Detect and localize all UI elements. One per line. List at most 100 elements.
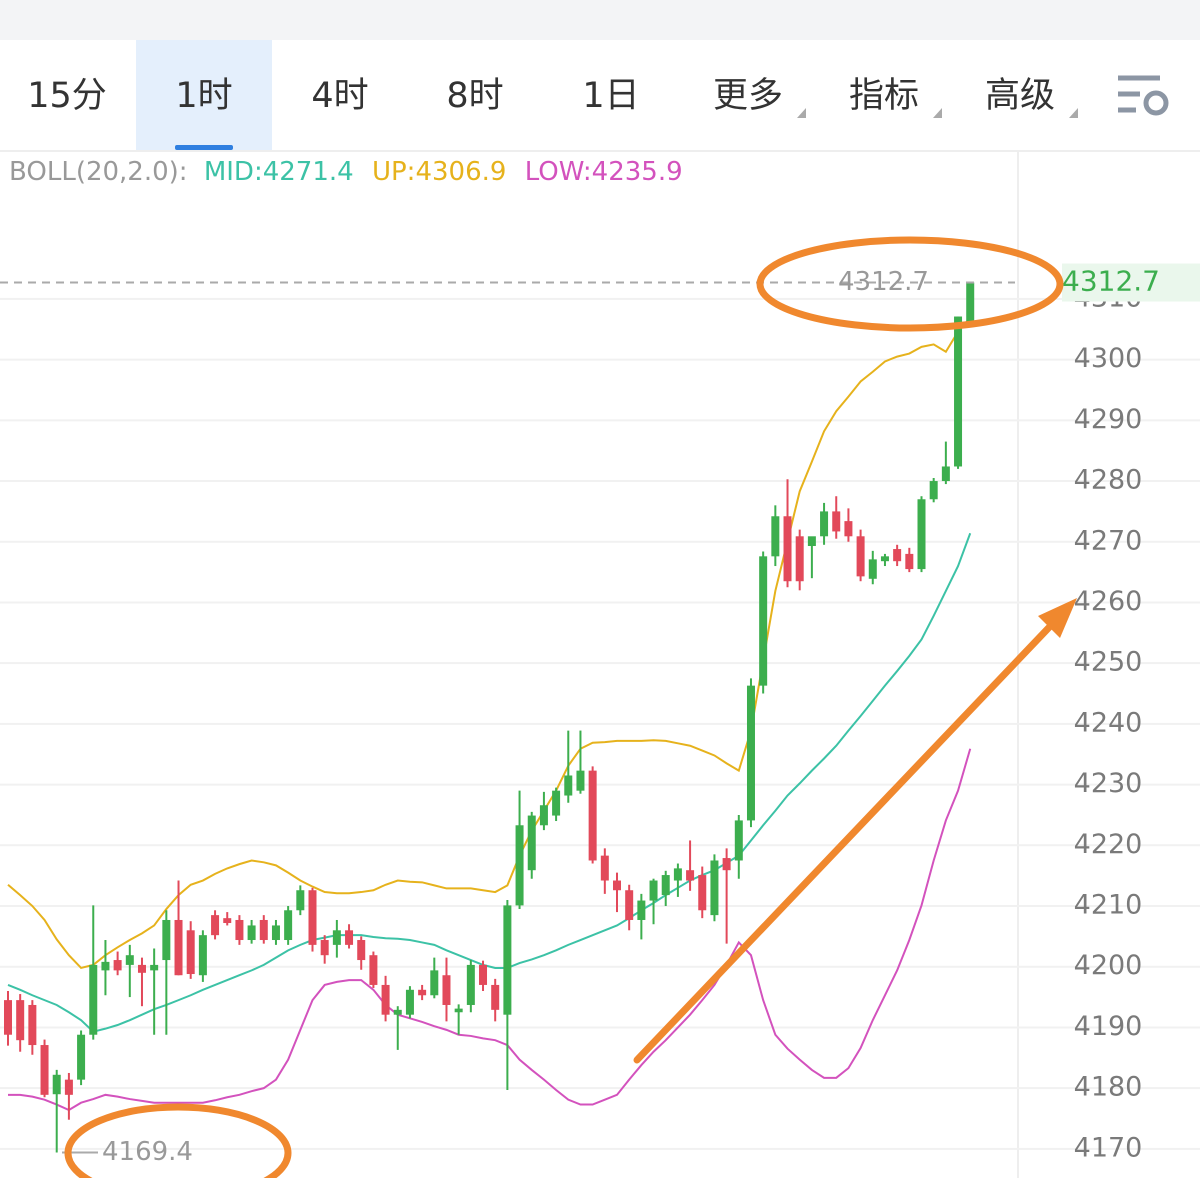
candle-body bbox=[52, 1074, 61, 1095]
arrow bbox=[933, 108, 942, 118]
tab[interactable]: 1时 bbox=[175, 76, 232, 116]
candle-body bbox=[649, 880, 658, 901]
tab[interactable]: 高级 bbox=[985, 76, 1055, 116]
candle-body bbox=[552, 790, 561, 816]
candle-body bbox=[795, 536, 804, 582]
candle-body bbox=[966, 282, 975, 322]
candle-body bbox=[954, 316, 963, 467]
selected-tab-bg bbox=[136, 40, 272, 150]
candle-body bbox=[905, 553, 914, 570]
candle-body bbox=[661, 875, 670, 896]
tab-bar: 15分 1时 4时 8时 1日 更多 指标 高级 bbox=[27, 76, 1055, 116]
candle-body bbox=[4, 1000, 12, 1035]
candle-body bbox=[186, 930, 195, 975]
candle-body bbox=[893, 549, 902, 562]
max-label: 4312.7 bbox=[838, 267, 929, 297]
candle-body bbox=[539, 805, 548, 826]
candle-body bbox=[759, 556, 768, 686]
candle-body bbox=[625, 890, 634, 920]
candle-body bbox=[284, 910, 293, 941]
candle-body bbox=[393, 1009, 402, 1015]
candle-body bbox=[807, 536, 816, 547]
boll-line bbox=[7, 317, 971, 970]
last-price-tag: 4312.7 bbox=[1062, 265, 1160, 298]
candle-body bbox=[613, 880, 621, 891]
candle-body bbox=[588, 770, 597, 861]
candle-body bbox=[332, 930, 341, 945]
candle-body bbox=[235, 919, 244, 941]
y-tick-label: 4270 bbox=[1074, 525, 1143, 556]
last-price-tag-bg bbox=[1062, 263, 1200, 302]
tab[interactable]: 15分 bbox=[27, 76, 107, 116]
candle-body bbox=[771, 516, 780, 557]
candle-body bbox=[454, 1008, 463, 1013]
plot: 4170 4180 4190 4200 4210 4220 4230 4240 4250 4260… bbox=[0, 263, 1200, 1167]
annotations bbox=[64, 236, 1077, 1178]
candle-body bbox=[418, 989, 427, 996]
candle-body bbox=[564, 775, 573, 796]
status-strip bbox=[0, 0, 1200, 40]
min-label: 4169.4 bbox=[102, 1137, 193, 1167]
candle-body bbox=[868, 559, 877, 579]
candle-body bbox=[211, 915, 220, 936]
candle-body bbox=[746, 685, 755, 821]
candle-body bbox=[941, 466, 950, 482]
y-tick-label: 4170 bbox=[1074, 1132, 1143, 1163]
candle-body bbox=[515, 825, 524, 906]
highlight-ellipse bbox=[756, 236, 1064, 332]
candle-body bbox=[832, 511, 841, 532]
candle-body bbox=[101, 961, 110, 971]
selected-tab-underline bbox=[175, 145, 233, 150]
tab[interactable]: 指标 bbox=[849, 76, 919, 116]
candle-body bbox=[357, 940, 366, 961]
tab[interactable]: 1日 bbox=[582, 76, 639, 116]
candle-body bbox=[174, 919, 183, 976]
y-tick-label: 4280 bbox=[1074, 465, 1143, 496]
candle-body bbox=[491, 984, 500, 1010]
candle-body bbox=[77, 1034, 86, 1080]
y-tick-label: 4210 bbox=[1074, 890, 1143, 921]
candle-body bbox=[198, 935, 207, 976]
indicator-name: BOLL(20,2.0): bbox=[9, 157, 188, 187]
tab[interactable]: 4时 bbox=[311, 76, 368, 116]
candle-body bbox=[917, 499, 926, 570]
tab[interactable]: 8时 bbox=[446, 76, 503, 116]
y-tick-label: 4230 bbox=[1074, 768, 1143, 799]
settings-icon[interactable] bbox=[1118, 75, 1169, 116]
tab[interactable]: 更多 bbox=[713, 76, 783, 116]
candle-body bbox=[40, 1045, 49, 1095]
dropdown-arrows bbox=[797, 108, 1078, 118]
candle-body bbox=[673, 868, 682, 881]
candle-body bbox=[16, 1000, 25, 1041]
y-tick-label: 4260 bbox=[1074, 586, 1143, 617]
candle-body bbox=[844, 521, 853, 537]
candle-body bbox=[125, 955, 134, 965]
y-tick-label: 4220 bbox=[1074, 829, 1143, 860]
y-tick-label: 4180 bbox=[1074, 1072, 1143, 1103]
legend-low-name: LOW: bbox=[525, 157, 592, 187]
candle-body bbox=[28, 1004, 37, 1046]
boll-line bbox=[8, 748, 972, 1112]
candle-body bbox=[856, 536, 865, 577]
candle-body bbox=[345, 930, 354, 945]
candle-body bbox=[247, 925, 256, 941]
candle-body bbox=[137, 964, 146, 973]
legend-mid-value: 4271.4 bbox=[263, 157, 354, 187]
candle-body bbox=[783, 516, 792, 582]
candle-body bbox=[89, 964, 98, 1035]
y-tick-label: 4290 bbox=[1074, 404, 1143, 435]
candle-body bbox=[223, 918, 232, 924]
candle-body bbox=[296, 890, 305, 911]
trend-arrow bbox=[633, 614, 1062, 1064]
candle-body bbox=[369, 955, 378, 985]
candle-body bbox=[308, 890, 317, 945]
y-tick-label: 4250 bbox=[1074, 647, 1143, 678]
candle-body bbox=[600, 855, 609, 881]
candle-body bbox=[259, 919, 268, 941]
legend-up-value: 4306.9 bbox=[415, 157, 506, 187]
candle-body bbox=[576, 770, 585, 791]
y-tick-label: 4190 bbox=[1074, 1011, 1143, 1042]
candle-body bbox=[162, 919, 171, 961]
candle-body bbox=[710, 860, 719, 916]
